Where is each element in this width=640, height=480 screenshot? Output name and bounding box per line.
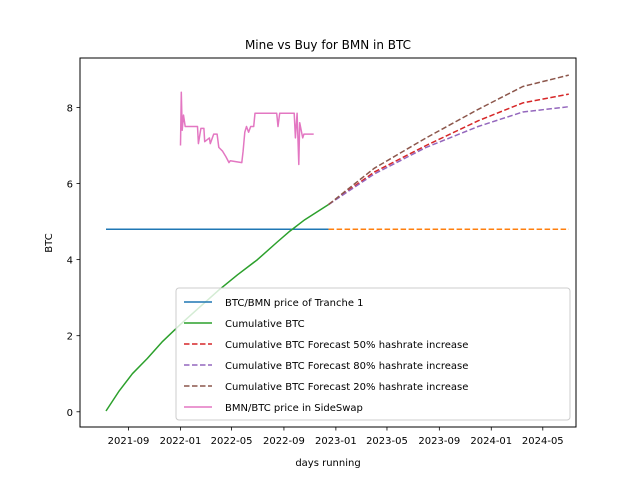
y-tick-label: 6 bbox=[67, 180, 73, 191]
x-tick-label: 2022-01 bbox=[160, 436, 202, 447]
series-line-5 bbox=[328, 74, 569, 206]
x-axis-label: days running bbox=[295, 458, 360, 469]
legend-box bbox=[175, 287, 571, 421]
x-tick-label: 2023-01 bbox=[315, 436, 357, 447]
series-line-4 bbox=[328, 105, 569, 206]
y-axis: 0 2 4 6 8 bbox=[67, 103, 80, 419]
x-tick-label: 2023-09 bbox=[418, 436, 460, 447]
x-tick-label: 2021-09 bbox=[108, 436, 150, 447]
legend-label: Cumulative BTC Forecast 80% hashrate inc… bbox=[225, 361, 468, 372]
chart-title: Mine vs Buy for BMN in BTC bbox=[245, 38, 411, 52]
x-tick-label: 2022-09 bbox=[263, 436, 305, 447]
legend-label: Cumulative BTC bbox=[225, 319, 305, 330]
y-tick-label: 8 bbox=[67, 103, 73, 114]
x-tick-label: 2022-05 bbox=[211, 436, 253, 447]
series-line-6 bbox=[179, 91, 314, 166]
x-tick-label: 2024-01 bbox=[470, 436, 512, 447]
x-axis: 2021-09 2022-01 2022-05 2022-09 2023-01 2023-… bbox=[108, 427, 564, 447]
y-tick-label: 0 bbox=[67, 408, 73, 419]
legend-entries: BTC/BMN price of Tranche 1 Cumulative BTC… bbox=[184, 298, 468, 414]
legend: BTC/BMN price of Tranche 1 Cumulative BTC… bbox=[175, 287, 571, 421]
x-tick-label: 2024-05 bbox=[522, 436, 564, 447]
legend-label: BMN/BTC price in SideSwap bbox=[225, 403, 363, 414]
legend-label: BTC/BMN price of Tranche 1 bbox=[225, 298, 364, 309]
series-line-3 bbox=[328, 93, 569, 206]
y-tick-label: 4 bbox=[67, 256, 73, 267]
x-tick-label: 2023-05 bbox=[366, 436, 408, 447]
legend-label: Cumulative BTC Forecast 20% hashrate inc… bbox=[225, 382, 468, 393]
legend-label: Cumulative BTC Forecast 50% hashrate inc… bbox=[225, 340, 468, 351]
y-tick-label: 2 bbox=[67, 332, 73, 343]
y-axis-label: BTC bbox=[44, 233, 55, 252]
